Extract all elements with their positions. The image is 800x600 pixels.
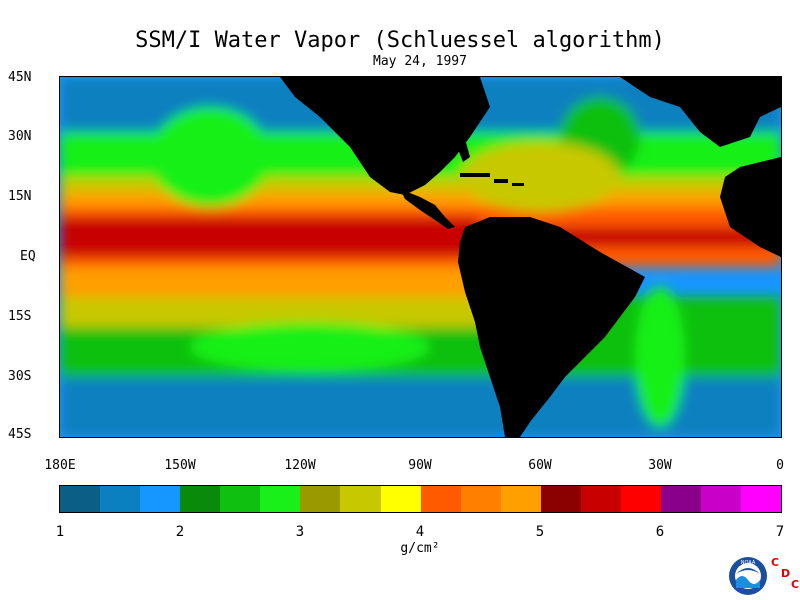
colorbar-swatch <box>460 486 501 512</box>
lat-label-30s: 30S <box>8 369 32 384</box>
colorbar-swatch <box>260 486 301 512</box>
noaa-logo-icon: NOAA <box>729 557 767 595</box>
lon-label-120w: 120W <box>284 458 316 473</box>
lat-label-30n: 30N <box>8 129 32 144</box>
colorbar-swatch <box>300 486 341 512</box>
colorbar-label-5: 5 <box>535 524 545 540</box>
colorbar-swatch <box>180 486 221 512</box>
colorbar-swatch <box>580 486 621 512</box>
map-svg <box>60 77 781 437</box>
colorbar-swatch <box>660 486 701 512</box>
colorbar-swatch <box>701 486 742 512</box>
noaa-logo-text: NOAA <box>741 560 756 566</box>
colorbar-label-7: 7 <box>775 524 785 540</box>
lon-label-60w: 60W <box>528 458 552 473</box>
land-masses <box>280 77 781 437</box>
lon-label-0: 0 <box>776 458 784 473</box>
colorbar-swatch <box>220 486 261 512</box>
lat-label-15s: 15S <box>8 309 32 324</box>
colorbar-swatch <box>140 486 181 512</box>
lat-label-15n: 15N <box>8 189 32 204</box>
colorbar-label-1: 1 <box>55 524 65 540</box>
colorbar-label-3: 3 <box>295 524 305 540</box>
cdc-letter-c1: C <box>771 556 780 569</box>
cdc-letter-c2: C <box>791 578 800 591</box>
lon-label-30w: 30W <box>648 458 672 473</box>
colorbar-label-6: 6 <box>655 524 665 540</box>
lon-label-180e: 180E <box>44 458 76 473</box>
colorbar-swatch <box>60 486 101 512</box>
lon-label-90w: 90W <box>408 458 432 473</box>
colorbar-swatch <box>741 486 782 512</box>
colorbar-label-4: 4 <box>415 524 425 540</box>
map-date: May 24, 1997 <box>373 54 467 69</box>
cdc-letter-d: D <box>781 567 791 580</box>
colorbar-swatch <box>380 486 421 512</box>
lat-label-45n: 45N <box>8 70 32 85</box>
colorbar-swatch <box>100 486 141 512</box>
water-vapor-map <box>59 76 782 438</box>
colorbar-swatch <box>540 486 581 512</box>
colorbar-swatch <box>620 486 661 512</box>
colorbar-swatch <box>340 486 381 512</box>
colorbar-unit: g/cm² <box>400 541 440 556</box>
map-title: SSM/I Water Vapor (Schluessel algorithm) <box>135 28 665 53</box>
lat-label-eq: EQ <box>20 249 36 264</box>
colorbar-label-2: 2 <box>175 524 185 540</box>
lat-label-45s: 45S <box>8 427 32 442</box>
colorbar-swatch <box>500 486 541 512</box>
colorbar <box>59 485 782 513</box>
lon-label-150w: 150W <box>164 458 196 473</box>
colorbar-swatch <box>420 486 461 512</box>
